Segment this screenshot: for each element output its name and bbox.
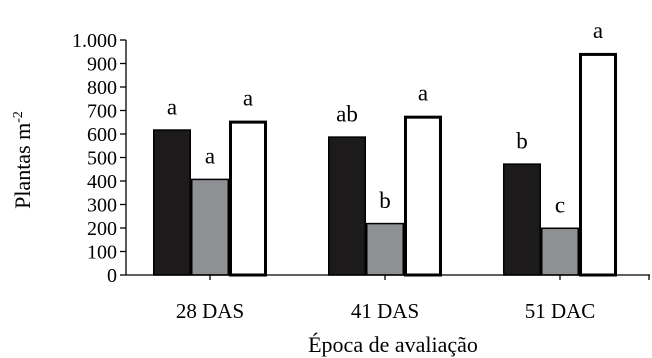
y-tick-label-2: 200 [87,218,117,240]
bar-1-1 [367,224,404,275]
x-tick-label-2: 51 DAC [525,299,596,323]
y-tick-label-10: 1.000 [72,30,117,52]
x-tick-label-1: 41 DAS [351,299,419,323]
y-tick-label-6: 600 [87,124,117,146]
bar-letter-0-0: a [167,94,177,119]
bar-letter-0-1: a [205,144,215,169]
bar-letter-2-2: a [593,18,603,43]
y-axis-title-superscript: -2 [11,111,26,123]
bar-2-2 [581,54,616,275]
x-tick-label-0: 28 DAS [176,299,244,323]
y-tick-label-7: 700 [87,101,117,123]
bar-letter-1-0: ab [336,101,358,126]
bar-1-0 [329,137,366,275]
y-tick-label-0: 0 [107,265,117,287]
y-tick-label-5: 500 [87,148,117,170]
y-tick-label-9: 900 [87,54,117,76]
bar-letter-2-0: b [516,128,528,153]
bar-2-0 [504,164,541,275]
bar-0-0 [154,130,191,275]
y-tick-label-8: 800 [87,77,117,99]
bar-0-2 [231,122,266,275]
y-tick-label-4: 400 [87,171,117,193]
bar-letter-1-1: b [379,188,391,213]
y-tick-label-1: 100 [87,242,117,264]
bar-0-1 [192,179,229,275]
bar-letter-2-1: c [555,193,565,218]
y-tick-label-3: 300 [87,195,117,217]
y-axis-title-main: Plantas m [10,123,35,209]
bar-letter-0-2: a [243,86,253,111]
bar-2-1 [542,228,579,275]
bar-letter-1-2: a [418,81,428,106]
x-axis-title: Época de avaliação [308,332,478,357]
bar-1-2 [406,117,441,275]
y-axis-title: Plantas m-2 [10,111,35,209]
